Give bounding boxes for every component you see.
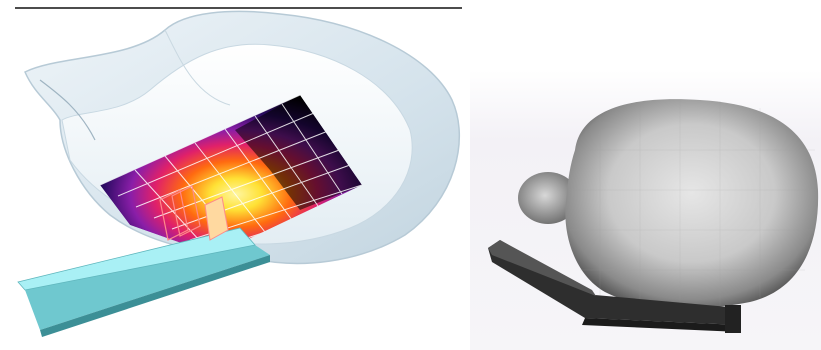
head-handset-panel (470, 70, 821, 350)
ear-shape (518, 172, 578, 224)
antenna-block (159, 185, 229, 241)
phantom-sar-panel (15, 7, 462, 337)
head-shape (565, 99, 819, 308)
handset-board (17, 227, 270, 337)
head-mesh (570, 100, 818, 308)
shell-rim-line-2 (164, 29, 231, 106)
shell-rim-line (39, 79, 96, 141)
sar-heatmap (100, 95, 362, 255)
handset-model (488, 240, 741, 333)
